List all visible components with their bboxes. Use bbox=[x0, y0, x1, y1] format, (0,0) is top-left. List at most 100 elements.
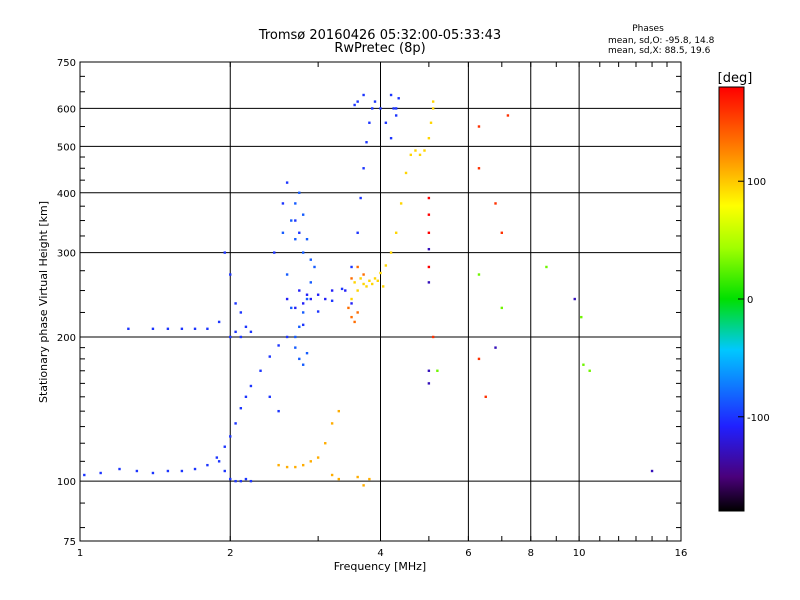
data-point bbox=[166, 469, 170, 473]
data-point bbox=[281, 231, 285, 234]
data-point bbox=[239, 407, 243, 410]
data-point bbox=[206, 463, 209, 467]
data-point bbox=[151, 471, 155, 475]
data-point bbox=[427, 231, 431, 234]
data-point bbox=[305, 297, 309, 301]
data-point bbox=[362, 282, 365, 286]
data-point bbox=[330, 473, 334, 477]
data-point bbox=[337, 477, 341, 481]
data-point bbox=[356, 475, 359, 479]
data-point bbox=[394, 107, 398, 110]
data-point bbox=[359, 277, 362, 280]
data-point bbox=[379, 271, 382, 275]
data-point bbox=[223, 445, 226, 448]
data-point bbox=[477, 273, 481, 276]
data-point bbox=[273, 251, 276, 254]
data-point bbox=[244, 325, 248, 329]
data-point bbox=[368, 477, 371, 481]
data-point bbox=[545, 265, 548, 269]
y-axis-label: Stationary phase Virtual Height [km] bbox=[37, 201, 50, 403]
data-point bbox=[290, 306, 293, 310]
x-tick-label: 4 bbox=[377, 548, 383, 559]
data-point bbox=[340, 287, 344, 291]
data-point bbox=[494, 346, 497, 349]
data-point bbox=[588, 369, 591, 372]
data-point bbox=[229, 335, 232, 339]
data-point bbox=[217, 320, 221, 324]
data-point bbox=[394, 114, 398, 117]
data-point bbox=[294, 335, 297, 339]
y-axis-ticks: 75 100 200 300 400 500 600 750 bbox=[57, 58, 681, 548]
data-point bbox=[431, 335, 435, 339]
y-tick-label: 300 bbox=[57, 249, 76, 260]
data-point bbox=[373, 277, 377, 280]
data-point bbox=[193, 467, 197, 471]
data-point bbox=[362, 93, 365, 97]
data-point bbox=[484, 395, 487, 399]
colorbar-tick-label: 100 bbox=[747, 177, 766, 188]
data-point bbox=[301, 302, 305, 305]
data-point bbox=[427, 382, 431, 385]
data-point bbox=[582, 363, 585, 366]
y-tick-label: 100 bbox=[57, 477, 76, 488]
data-point bbox=[404, 171, 408, 175]
data-point bbox=[193, 327, 197, 331]
data-point bbox=[650, 469, 654, 473]
data-point bbox=[309, 281, 312, 284]
data-point bbox=[350, 315, 353, 319]
data-point bbox=[399, 202, 403, 205]
x-axis-ticks: 1 2 4 6 8 10 16 bbox=[77, 62, 688, 559]
chart-subtitle: RwPretec (8p) bbox=[334, 41, 425, 56]
data-point bbox=[477, 167, 481, 170]
data-point bbox=[423, 149, 426, 152]
data-point bbox=[356, 265, 359, 269]
data-point bbox=[384, 264, 388, 267]
data-point bbox=[277, 409, 280, 413]
data-point bbox=[427, 196, 431, 200]
data-point bbox=[362, 484, 365, 487]
data-point bbox=[365, 141, 368, 144]
data-point bbox=[217, 460, 221, 463]
data-point bbox=[206, 327, 209, 331]
data-point bbox=[301, 363, 305, 366]
data-point bbox=[99, 471, 102, 475]
data-point bbox=[427, 369, 431, 372]
y-tick-label: 400 bbox=[57, 189, 76, 200]
data-point bbox=[344, 289, 347, 292]
y-tick-label: 500 bbox=[57, 142, 76, 153]
data-point bbox=[431, 107, 435, 110]
data-point bbox=[305, 351, 309, 355]
data-point bbox=[427, 247, 431, 251]
colorbar-ticks: 100 0 -100 bbox=[738, 177, 770, 424]
data-point bbox=[118, 467, 121, 471]
x-tick-label: 16 bbox=[675, 548, 688, 559]
data-point bbox=[353, 320, 356, 324]
data-point bbox=[409, 153, 412, 157]
x-axis-label: Frequency [MHz] bbox=[334, 560, 426, 573]
data-point bbox=[373, 100, 377, 103]
data-point bbox=[506, 114, 510, 117]
data-point bbox=[298, 289, 301, 292]
data-point bbox=[368, 279, 371, 282]
data-point bbox=[389, 251, 393, 254]
data-point bbox=[350, 265, 353, 269]
grid bbox=[80, 62, 681, 541]
data-point bbox=[166, 327, 170, 331]
data-point bbox=[580, 315, 583, 319]
data-point bbox=[316, 310, 320, 313]
data-point bbox=[127, 327, 130, 331]
data-point bbox=[294, 306, 297, 310]
data-point bbox=[368, 121, 371, 124]
data-point bbox=[324, 442, 327, 445]
data-point bbox=[285, 335, 289, 339]
data-point bbox=[436, 369, 439, 372]
data-point bbox=[259, 369, 262, 372]
data-point bbox=[294, 346, 297, 349]
data-point bbox=[371, 282, 374, 286]
data-point bbox=[376, 279, 379, 282]
data-point bbox=[83, 473, 86, 477]
y-tick-label: 750 bbox=[57, 58, 76, 69]
data-point bbox=[215, 456, 219, 459]
data-point bbox=[294, 465, 297, 469]
y-tick-label: 75 bbox=[63, 537, 76, 548]
